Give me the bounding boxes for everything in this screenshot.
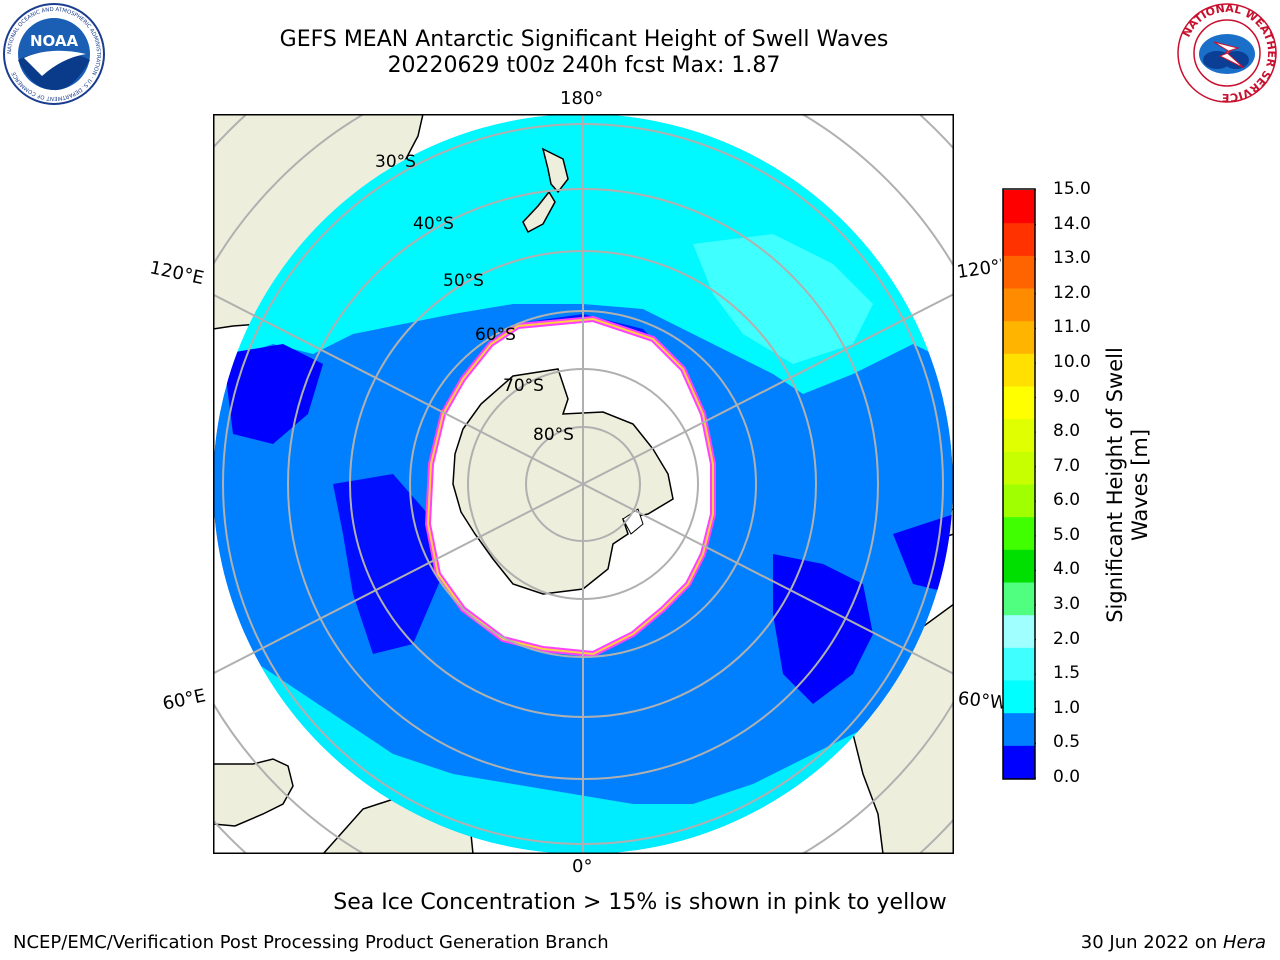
lat-label-60s: 60°S [475,325,516,345]
colorbar-cell [1003,288,1035,322]
colorbar-cell [1003,680,1035,714]
colorbar-cell [1003,484,1035,518]
credit-host: Hera [1222,932,1266,953]
credit-branch: NCEP/EMC/Verification Post Processing Pr… [13,932,609,953]
chart-subtitle: 20220629 t00z 240h fcst Max: 1.87 [387,53,781,78]
colorbar-cell [1003,320,1035,354]
new-zealand-north [541,147,569,194]
low-swell-patch-west [223,344,323,444]
map-border [213,114,954,854]
noaa-logo-text: NOAA [30,32,79,50]
lon-label-0: 0° [572,856,593,877]
colorbar-label: Significant Height of Swell Waves [m] [1103,347,1153,623]
graticule [213,114,954,854]
colorbar-tick-label: 5.0 [1053,524,1081,545]
swell-patch-pacific [693,234,873,364]
colorbar-label-line2: Waves [m] [1128,428,1152,542]
lon-label-120e: 120°E [147,257,206,290]
low-swell-patch-indian [333,474,443,654]
colorbar-tick-label: 11.0 [1053,317,1091,338]
colorbar-border [1002,188,1036,780]
colorbar-tick-label: 14.0 [1053,213,1091,234]
colorbar [1002,188,1036,780]
colorbar-cell [1003,255,1035,289]
colorbar-tick-label: 1.5 [1053,663,1081,684]
colorbar-cell [1003,712,1035,746]
colorbar-tick-label: 4.0 [1053,559,1081,580]
credit-date: 30 Jun 2022 on Hera [1081,932,1266,953]
swell-band-lower [213,634,953,854]
colorbar-cell [1003,386,1035,420]
lat-label-50s: 50°S [443,271,484,291]
colorbar-cell [1003,451,1035,485]
colorbar-label-line1: Significant Height of Swell [1103,347,1127,623]
lat-label-70s: 70°S [503,376,544,396]
antarctica-land [452,368,674,595]
sea-ice-edge [426,317,714,656]
nws-logo: NATIONAL WEATHER SERVICE [1177,2,1278,104]
polar-map: 30°S 40°S 50°S 60°S 70°S 80°S [213,114,954,854]
colorbar-cell [1003,516,1035,550]
chart-title: GEFS MEAN Antarctic Significant Height o… [279,27,889,52]
credit-date-text: 30 Jun 2022 on [1080,932,1223,953]
colorbar-tick-label: 15.0 [1053,179,1091,199]
noaa-logo: NOAA NATIONAL OCEANIC AND ATMOSPHERIC AD… [3,3,105,105]
lat-label-40s: 40°S [413,214,454,234]
colorbar-cell [1003,614,1035,648]
colorbar-cell [1003,353,1035,387]
colorbar-tick-label: 0.0 [1053,767,1081,787]
lon-label-60w: 60°W [956,688,1004,714]
low-swell-patch-atlantic [773,554,873,704]
colorbar-tick-label: 10.0 [1053,351,1091,372]
colorbar-tick-label: 8.0 [1053,421,1081,442]
colorbar-tick-label: 1.0 [1053,697,1081,718]
colorbar-cell [1003,418,1035,452]
colorbar-tick-label: 0.5 [1053,732,1081,753]
colorbar-tick-label: 9.0 [1053,386,1081,407]
colorbar-cell [1003,549,1035,583]
colorbar-tick-label: 3.0 [1053,594,1081,615]
lon-label-60e: 60°E [160,685,208,715]
colorbar-cell [1003,745,1035,779]
colorbar-tick-label: 13.0 [1053,248,1091,269]
colorbar-cell [1003,222,1035,256]
colorbar-cell [1003,190,1035,224]
colorbar-tick-label: 2.0 [1053,628,1081,649]
lat-label-30s: 30°S [375,152,416,172]
new-zealand-south [522,190,556,234]
lon-label-120w: 120°W [955,255,1004,283]
lon-label-180: 180° [560,88,604,109]
colorbar-cell [1003,582,1035,616]
madagascar-land [213,758,294,827]
colorbar-tick-label: 7.0 [1053,455,1081,476]
colorbar-tick-label: 6.0 [1053,490,1081,511]
lat-label-80s: 80°S [533,425,574,445]
colorbar-cell [1003,647,1035,681]
colorbar-tick-label: 12.0 [1053,282,1091,303]
sea-ice-footnote: Sea Ice Concentration > 15% is shown in … [333,890,947,915]
